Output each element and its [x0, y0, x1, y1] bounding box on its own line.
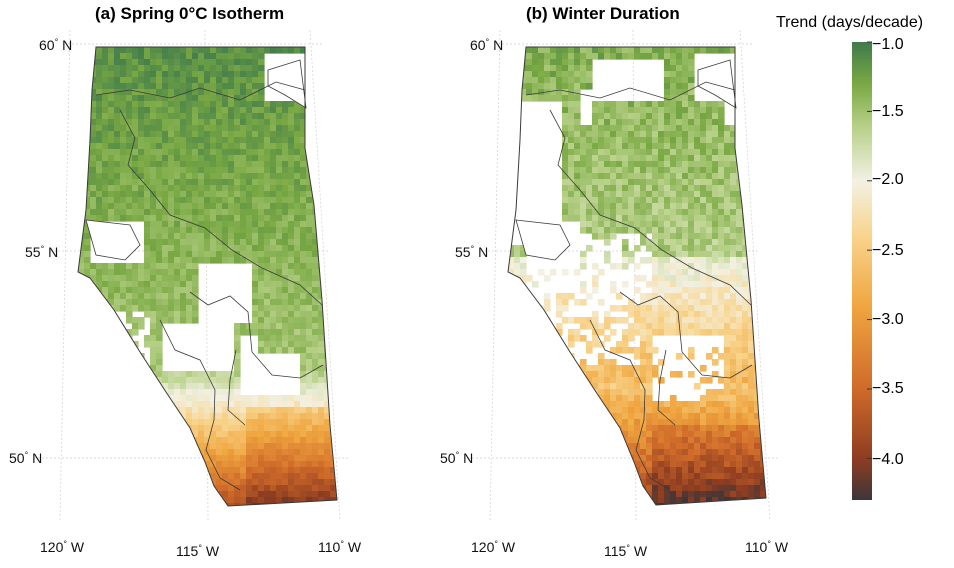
trend-field [78, 47, 337, 506]
panel-a-lon-label-110: 110° W [318, 539, 362, 555]
panel-b-lat-label-55: 55° N [455, 244, 489, 260]
region-boundary [119, 109, 323, 306]
panel-b-lon-label-115: 115° W [604, 543, 648, 559]
panel-b-lat-label-60: 60° N [470, 37, 504, 53]
lake [85, 219, 141, 261]
region-boundary [549, 109, 752, 306]
province-outline [77, 46, 338, 507]
panel-b-lon-label-110: 110° W [745, 539, 789, 555]
panel-a-lon-label-120: 120° W [40, 539, 85, 555]
region-boundary [189, 291, 324, 379]
colorbar-tick-label: −2.5 [872, 242, 904, 259]
province-outline [507, 46, 767, 506]
lake [515, 219, 571, 261]
colorbar-tick-label: −1.5 [872, 103, 904, 120]
graticule-line [739, 29, 771, 521]
colorbar-tick-label: −4.0 [872, 451, 904, 468]
region-boundary [159, 319, 241, 491]
colorbar-tick-label: −3.5 [872, 380, 904, 397]
panel-b-map [464, 29, 780, 521]
colorbar-tick-label: −3.0 [872, 311, 904, 328]
colorbar-gradient [852, 42, 872, 500]
panel-a-lon-label-115: 115° W [176, 543, 220, 559]
panel-a-title: (a) Spring 0°C Isotherm [95, 4, 285, 23]
colorbar-title: Trend (days/decade) [776, 14, 924, 31]
trend-field [508, 47, 766, 505]
graticule-line [59, 29, 71, 521]
panel-b-lon-label-120: 120° W [471, 539, 516, 555]
panel-a-lat-label-60: 60° N [39, 37, 73, 53]
panel-a-lat-label-55: 55° N [25, 244, 59, 260]
region-boundary [657, 349, 676, 426]
region-boundary [227, 349, 246, 426]
graticule-line [489, 29, 501, 521]
colorbar-tick-label: −2.0 [872, 171, 904, 188]
lake [697, 59, 737, 109]
panel-b-title: (b) Winter Duration [526, 4, 680, 23]
graticule-line [309, 29, 341, 521]
region-boundary [589, 319, 671, 491]
lake [267, 59, 307, 109]
colorbar-tick-label: −1.0 [872, 36, 904, 53]
colorbar [852, 41, 872, 500]
panel-a-map [34, 29, 350, 521]
region-boundary [95, 81, 306, 101]
panel-a-lat-label-50: 50° N [9, 450, 43, 466]
region-boundary [525, 81, 736, 101]
panel-b-lat-label-50: 50° N [440, 450, 474, 466]
region-boundary [619, 291, 753, 379]
